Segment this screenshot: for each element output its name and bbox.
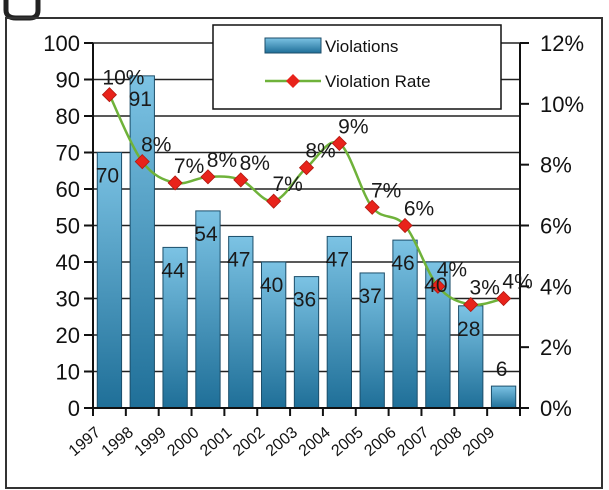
violation-rate-marker: [397, 217, 413, 234]
chart-border: [5, 17, 603, 489]
right-axis-tick-label: 10%: [540, 92, 584, 117]
legend-swatch-violations: [264, 37, 322, 54]
bar: [96, 152, 123, 409]
rate-value-label: 9%: [338, 115, 368, 138]
bar-value-label: 70: [96, 165, 119, 188]
x-axis-tick-label: 1998: [99, 424, 137, 460]
rate-value-label: 8%: [141, 134, 171, 157]
rate-value-label: 8%: [240, 152, 270, 175]
bar: [228, 235, 254, 409]
x-axis-tick-label: 2004: [296, 424, 334, 460]
left-axis-tick-label: 80: [56, 104, 80, 129]
right-axis-tick-label: 2%: [540, 335, 572, 360]
right-axis-tick-label: 8%: [540, 153, 572, 178]
left-axis-tick-label: 10: [56, 360, 80, 385]
violation-rate-marker: [101, 87, 117, 103]
x-axis-tick-label: 2001: [197, 424, 235, 460]
x-axis-tick-label: 2003: [263, 424, 301, 460]
rate-value-label: 8%: [305, 140, 335, 163]
bar-value-label: 47: [227, 248, 250, 271]
bar: [490, 385, 517, 409]
bar-value-label: 47: [326, 248, 349, 271]
bar: [458, 305, 484, 409]
rate-value-label: 10%: [102, 67, 144, 90]
left-axis-tick-label: 90: [56, 68, 80, 93]
violation-rate-marker: [233, 172, 249, 188]
legend-swatch-rate-marker: [286, 74, 300, 88]
bar: [293, 276, 320, 409]
violation-rate-marker: [167, 175, 183, 191]
bar: [326, 235, 352, 409]
violation-rate-marker: [298, 160, 315, 176]
x-axis-tick-label: 2007: [394, 424, 432, 460]
rate-value-label: 7%: [272, 173, 302, 196]
violation-rate-marker: [430, 278, 446, 294]
violation-rate-marker: [331, 135, 347, 151]
rate-value-label: 7%: [371, 179, 401, 202]
rate-value-label: 4%: [437, 258, 467, 281]
bar-value-label: 46: [391, 252, 414, 275]
violation-rate-marker: [266, 193, 282, 209]
rate-value-label: 8%: [207, 149, 237, 172]
bar: [359, 272, 385, 409]
bar-value-label: 91: [129, 88, 152, 111]
right-axis-tick-label: 6%: [540, 214, 572, 239]
legend-box: [212, 24, 502, 110]
left-axis-tick-label: 60: [56, 177, 80, 202]
left-axis-tick-label: 40: [56, 250, 80, 275]
left-axis-tick-label: 50: [56, 214, 80, 239]
right-axis-tick-label: 0%: [540, 396, 572, 421]
legend-label-violation-rate: Violation Rate: [325, 72, 431, 91]
violation-rate-marker: [134, 154, 150, 170]
left-axis-tick-label: 0: [68, 396, 80, 421]
violation-rate-marker: [496, 290, 512, 307]
left-axis-tick-label: 20: [56, 323, 80, 348]
violation-rate-marker: [463, 297, 479, 313]
violation-rate-marker: [364, 199, 380, 215]
x-axis-tick-label: 2000: [164, 424, 202, 460]
bar: [129, 75, 155, 409]
bar: [261, 261, 287, 409]
left-axis-tick-label: 70: [56, 141, 80, 166]
violation-rate-marker: [200, 169, 216, 185]
left-axis-tick-label: 100: [43, 31, 80, 56]
legend-label-violations: Violations: [325, 37, 398, 56]
bar-value-label: 36: [293, 289, 316, 312]
x-axis-tick-label: 1997: [66, 424, 104, 460]
bar-value-label: 54: [194, 223, 218, 246]
bar-value-label: 44: [161, 259, 185, 282]
rate-value-label: 7%: [174, 155, 204, 178]
x-axis-tick-label: 2009: [460, 424, 498, 460]
x-axis-tick-label: 2008: [427, 424, 465, 460]
bar-value-label: 28: [457, 318, 480, 341]
bar-value-label: 37: [359, 285, 382, 308]
x-axis-tick-label: 2006: [361, 424, 399, 460]
right-axis-tick-label: 4%: [540, 274, 572, 299]
left-axis-tick-label: 30: [56, 287, 80, 312]
x-axis-tick-label: 2005: [329, 424, 367, 460]
x-axis-tick-label: 2002: [230, 424, 268, 460]
bar-value-label: 40: [424, 274, 447, 297]
rate-value-label: 3%: [470, 277, 500, 300]
bar-value-label: 6: [496, 358, 508, 381]
rate-value-label: 6%: [404, 198, 434, 221]
rate-value-label: 4%: [502, 271, 532, 294]
bar: [195, 210, 221, 409]
right-axis-tick-label: 12%: [540, 31, 584, 56]
x-axis-tick-label: 1999: [131, 424, 169, 460]
bar-value-label: 40: [260, 274, 283, 297]
bar: [392, 239, 418, 409]
